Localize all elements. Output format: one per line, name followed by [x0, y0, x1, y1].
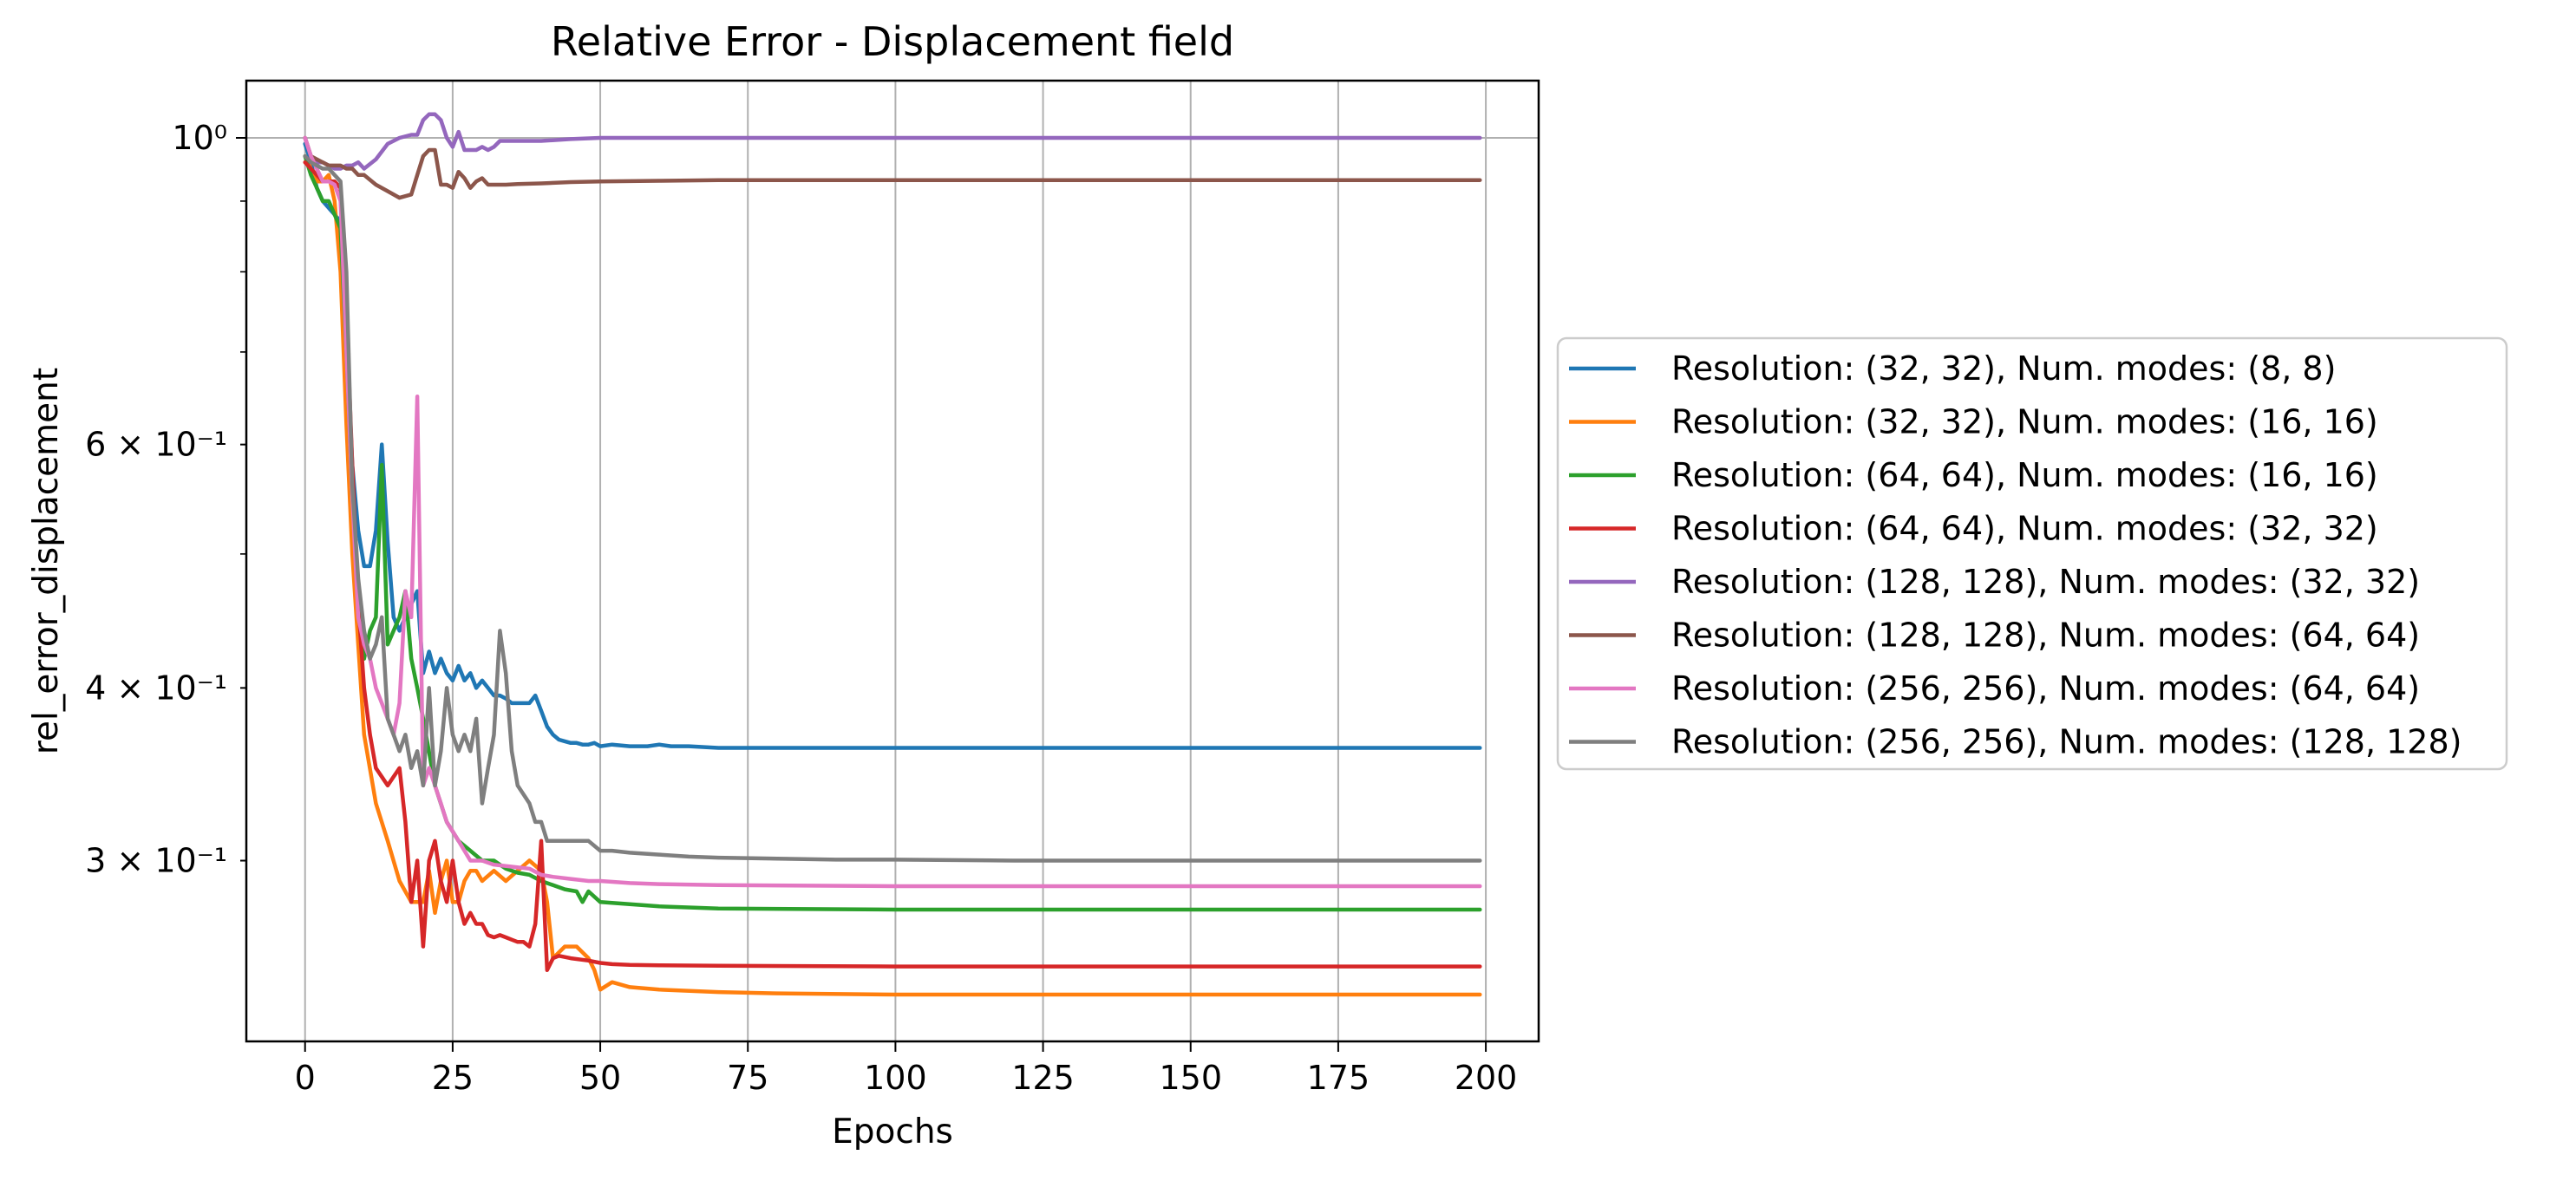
y-tick-label: 10⁰ — [172, 119, 227, 157]
x-axis-label: Epochs — [832, 1112, 953, 1152]
y-tick-label: 3 × 10⁻¹ — [85, 842, 227, 880]
chart-title: Relative Error - Displacement field — [551, 18, 1234, 65]
x-tick-label: 100 — [864, 1059, 927, 1097]
y-tick-label: 6 × 10⁻¹ — [85, 426, 227, 464]
legend-label: Resolution: (256, 256), Num. modes: (128… — [1671, 723, 2462, 761]
y-tick-label: 4 × 10⁻¹ — [85, 669, 227, 707]
legend-label: Resolution: (64, 64), Num. modes: (16, 1… — [1671, 456, 2378, 494]
x-tick-label: 175 — [1307, 1059, 1370, 1097]
x-tick-label: 0 — [295, 1059, 316, 1097]
legend: Resolution: (32, 32), Num. modes: (8, 8)… — [1558, 338, 2507, 769]
x-tick-label: 125 — [1011, 1059, 1075, 1097]
legend-label: Resolution: (256, 256), Num. modes: (64,… — [1671, 669, 2420, 708]
x-tick-label: 75 — [727, 1059, 768, 1097]
x-tick-label: 25 — [432, 1059, 474, 1097]
legend-label: Resolution: (64, 64), Num. modes: (32, 3… — [1671, 510, 2378, 548]
x-tick-label: 150 — [1159, 1059, 1222, 1097]
x-tick-label: 200 — [1455, 1059, 1518, 1097]
legend-label: Resolution: (32, 32), Num. modes: (8, 8) — [1671, 349, 2336, 388]
y-axis-label: rel_error_displacement — [27, 368, 66, 754]
legend-label: Resolution: (32, 32), Num. modes: (16, 1… — [1671, 403, 2378, 441]
legend-label: Resolution: (128, 128), Num. modes: (64,… — [1671, 617, 2420, 655]
legend-label: Resolution: (128, 128), Num. modes: (32,… — [1671, 563, 2420, 601]
x-tick-label: 50 — [579, 1059, 621, 1097]
